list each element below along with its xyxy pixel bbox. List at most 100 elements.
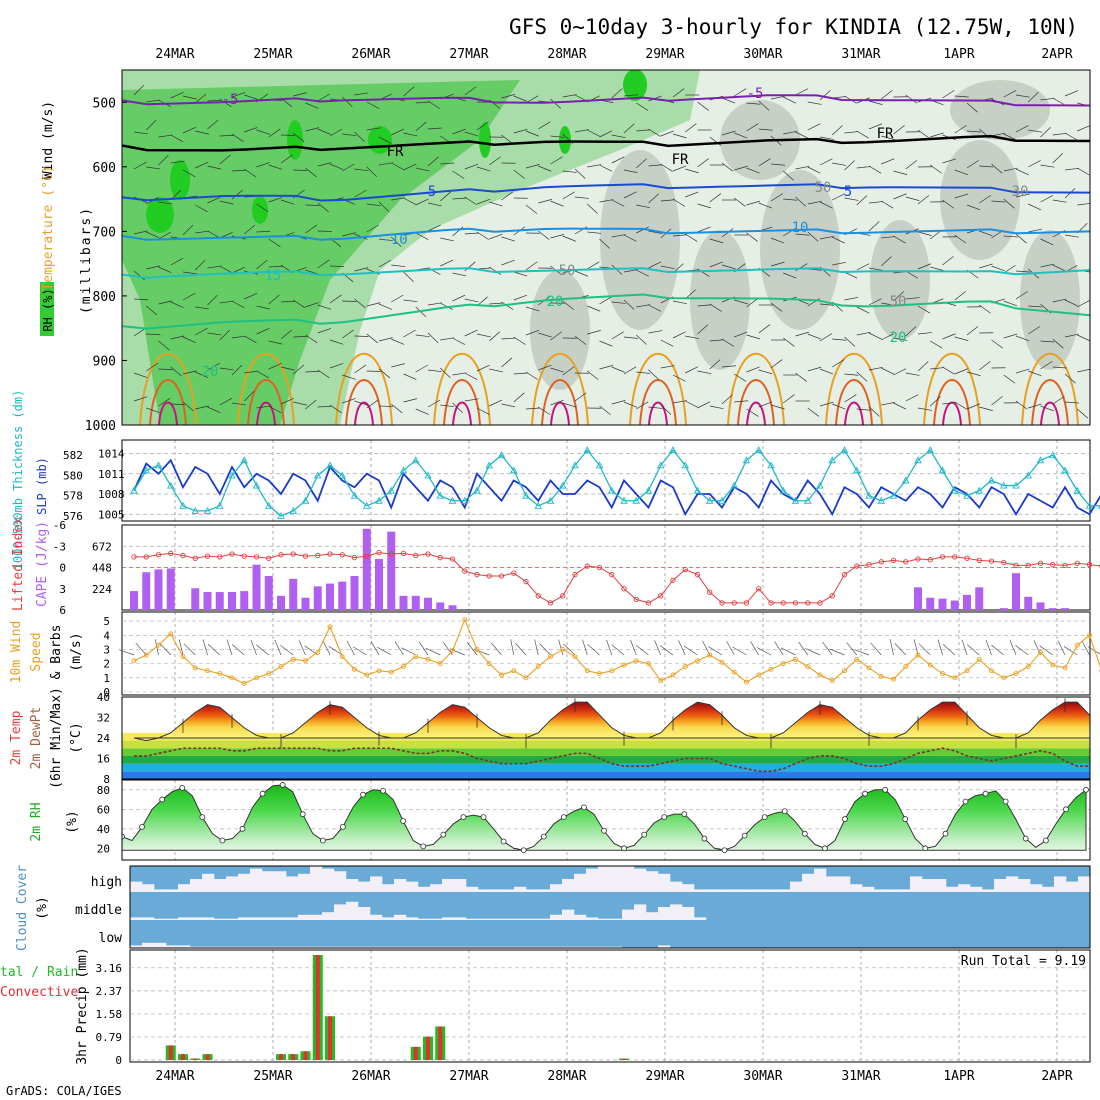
cape-bar (436, 602, 445, 610)
wind-barb (721, 228, 734, 238)
thickness-point (203, 506, 212, 514)
wind-barb (391, 294, 404, 303)
wind-barb (917, 407, 932, 411)
thickness-point (852, 466, 861, 474)
wind-barb (807, 166, 821, 174)
cloud-cell (670, 881, 683, 892)
cloud-cell (838, 876, 851, 892)
wind-barb (219, 154, 231, 165)
cloud-cell (214, 946, 227, 948)
wind-speed-point (940, 671, 945, 677)
wind-barb (182, 169, 196, 178)
wind-barb (268, 128, 281, 138)
wind-barb (881, 367, 894, 375)
li-point (351, 554, 358, 561)
wind-barb (317, 202, 329, 213)
cloud-cell (430, 918, 443, 920)
wind-barb (954, 125, 967, 134)
wind-barb (452, 128, 466, 135)
wind-barb (427, 369, 442, 373)
cloud-cell (430, 884, 443, 892)
ylabel-wind-1: 10m Wind (9, 621, 24, 684)
wind-barb (403, 299, 418, 303)
wind-barb (280, 645, 294, 656)
wind-barb (697, 203, 712, 209)
cloud-cell (562, 909, 575, 920)
wind-barb (783, 170, 794, 181)
wind-barb (207, 294, 218, 306)
wind-barb (721, 338, 735, 347)
wind-barb (894, 643, 907, 656)
wind-barb (783, 272, 797, 279)
wind-barb (366, 101, 380, 109)
li-point (278, 552, 284, 558)
wind-barb (158, 300, 173, 305)
thickness-point (497, 451, 506, 459)
wind-barb (783, 337, 795, 347)
wind-barb (195, 371, 209, 379)
cape-bar (326, 583, 334, 610)
wind-barb (1003, 300, 1018, 307)
wind-barb (1089, 406, 1090, 408)
thickness-tick: 582 (63, 449, 83, 462)
wind-barb (685, 168, 699, 174)
cloud-cell (262, 871, 275, 892)
li-point (731, 600, 737, 606)
thickness-point (485, 461, 494, 469)
wind-barb (770, 302, 783, 312)
wind-barb (1052, 264, 1066, 272)
cloud-cell (658, 907, 671, 920)
wind-barb (954, 401, 967, 410)
wind-barb (1015, 94, 1030, 98)
wind-barb (501, 94, 516, 99)
wind-barb (226, 639, 233, 656)
wind-barb (562, 235, 576, 242)
cloud-cell (490, 889, 503, 892)
contour-label: -10 (382, 232, 407, 248)
li-point (168, 550, 174, 556)
wind-barb (672, 300, 687, 305)
ylabel-precip-conv: Convective (0, 985, 78, 1000)
wind-barb (709, 405, 724, 410)
rh-point (781, 808, 788, 815)
wind-barb (415, 167, 430, 172)
cloud-cell (934, 879, 947, 892)
wind-barb (893, 125, 905, 135)
wind-barb (587, 305, 601, 312)
wind-barb (954, 193, 969, 199)
wind-barb (587, 330, 601, 335)
rh-legend-swatch (40, 282, 54, 336)
cloud-cell (562, 879, 575, 892)
wind-barb (1003, 90, 1017, 98)
wind-barb (917, 195, 930, 205)
cloud-cell (418, 886, 431, 892)
wind-barb (135, 642, 147, 656)
thickness-point (779, 486, 788, 494)
ylabel-slp: SLP (mb) (35, 457, 49, 515)
wind-barb (538, 332, 552, 338)
wind-speed-line (133, 618, 1100, 685)
wind-barb (195, 405, 209, 410)
wind-barb (415, 101, 430, 104)
wind-barb (819, 303, 834, 306)
cloud-cell (826, 876, 839, 892)
wind-barb (427, 202, 442, 207)
wind-barb (195, 327, 208, 336)
wind-barb (636, 204, 651, 209)
cloud-cell (202, 917, 215, 920)
cloud-cell (166, 889, 179, 892)
wind-barb (1015, 335, 1030, 342)
wind-barb (636, 129, 651, 132)
wind-barb (539, 643, 551, 656)
wind-barb (734, 132, 748, 139)
precip-conv-bar (328, 1016, 332, 1060)
wind-barb (342, 96, 353, 107)
wind-barb (832, 125, 843, 136)
wind-barb (280, 300, 295, 303)
wind-barb (403, 271, 414, 282)
wind-barb (158, 134, 173, 138)
wind-barb (844, 373, 859, 376)
li-point (1013, 562, 1019, 569)
thickness-point (460, 496, 469, 504)
wind-barb (684, 645, 698, 656)
